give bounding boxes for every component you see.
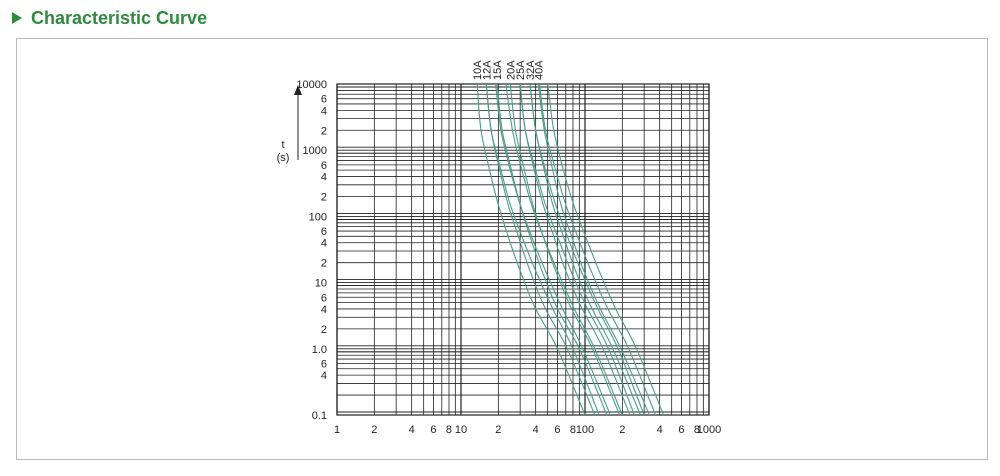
y-tick-label: 2 xyxy=(321,324,327,336)
curves xyxy=(476,83,665,416)
y-tick-label: 6 xyxy=(321,94,327,106)
y-tick-label: 10000 xyxy=(296,79,327,91)
x-tick-label: 6 xyxy=(678,424,684,436)
series-label-20A: 20A xyxy=(505,60,517,80)
y-axis-arrow-head xyxy=(294,85,302,95)
x-tick-label: 2 xyxy=(371,424,377,436)
x-tick-label: 6 xyxy=(430,424,436,436)
curve-15A-min xyxy=(496,83,608,416)
x-tick-label: 100 xyxy=(576,424,594,436)
x-tick-label: 2 xyxy=(619,424,625,436)
x-tick-label: 1000 xyxy=(697,424,721,436)
series-label-40A: 40A xyxy=(533,60,545,80)
x-tick-label: 1 xyxy=(334,424,340,436)
triangle-right-icon xyxy=(12,12,22,24)
y-tick-label: 1000 xyxy=(303,145,327,157)
x-tick-label: 8 xyxy=(694,424,700,436)
y-tick-label: 1.0 xyxy=(312,344,327,356)
y-tick-label: 10 xyxy=(315,278,327,290)
grid xyxy=(336,83,710,416)
curve-20A-min xyxy=(509,83,621,416)
x-tick-label: 4 xyxy=(533,424,539,436)
curve-32A-min xyxy=(529,83,641,416)
y-tick-label: 2 xyxy=(321,191,327,203)
y-tick-label: 6 xyxy=(321,292,327,304)
y-tick-label: 4 xyxy=(321,370,327,382)
x-tick-label: 8 xyxy=(446,424,452,436)
curve-32A-max xyxy=(539,83,657,416)
y-tick-label: 6 xyxy=(321,226,327,238)
series-label-32A: 32A xyxy=(525,60,537,80)
x-tick-label: 8 xyxy=(570,424,576,436)
curve-15A-max xyxy=(505,83,623,416)
curve-10A-min xyxy=(476,83,586,416)
y-tick-label: 6 xyxy=(321,358,327,370)
y-tick-label: 6 xyxy=(321,160,327,172)
y-axis-unit: (s) xyxy=(277,152,290,164)
section-header: Characteristic Curve xyxy=(12,6,207,30)
y-tick-label: 4 xyxy=(321,105,327,117)
section-title: Characteristic Curve xyxy=(31,7,208,28)
curve-25A-min xyxy=(519,83,631,416)
curve-20A-max xyxy=(519,83,635,416)
curve-12A-min xyxy=(485,83,596,416)
y-tick-label: 100 xyxy=(309,211,327,223)
series-label-10A: 10A xyxy=(472,60,484,80)
y-tick-label: 4 xyxy=(321,238,327,250)
curve-40A-min xyxy=(537,83,650,416)
x-tick-label: 4 xyxy=(409,424,415,436)
y-tick-label: 2 xyxy=(321,258,327,270)
x-tick-label: 2 xyxy=(495,424,501,436)
plot-frame xyxy=(336,83,710,416)
y-tick-label: 4 xyxy=(321,172,327,184)
y-tick-label: 0.1 xyxy=(312,410,327,422)
y-tick-label: 2 xyxy=(321,125,327,137)
series-label-12A: 12A xyxy=(481,60,493,80)
series-label-15A: 15A xyxy=(492,60,504,80)
y-tick-label: 4 xyxy=(321,304,327,316)
curve-12A-max xyxy=(495,83,611,416)
x-tick-label: 10 xyxy=(455,424,467,436)
y-axis-label: t xyxy=(281,139,284,151)
chart-container: 10A 12A 15A 20A 25A 32A 40A 1 2 4 6 8 10 2 4 6 8 100 2 4 6 8 1… xyxy=(16,38,988,460)
x-tick-label: 6 xyxy=(554,424,560,436)
x-tick-label: 4 xyxy=(657,424,663,436)
curve-40A-max xyxy=(547,83,665,416)
series-label-25A: 25A xyxy=(515,60,527,80)
